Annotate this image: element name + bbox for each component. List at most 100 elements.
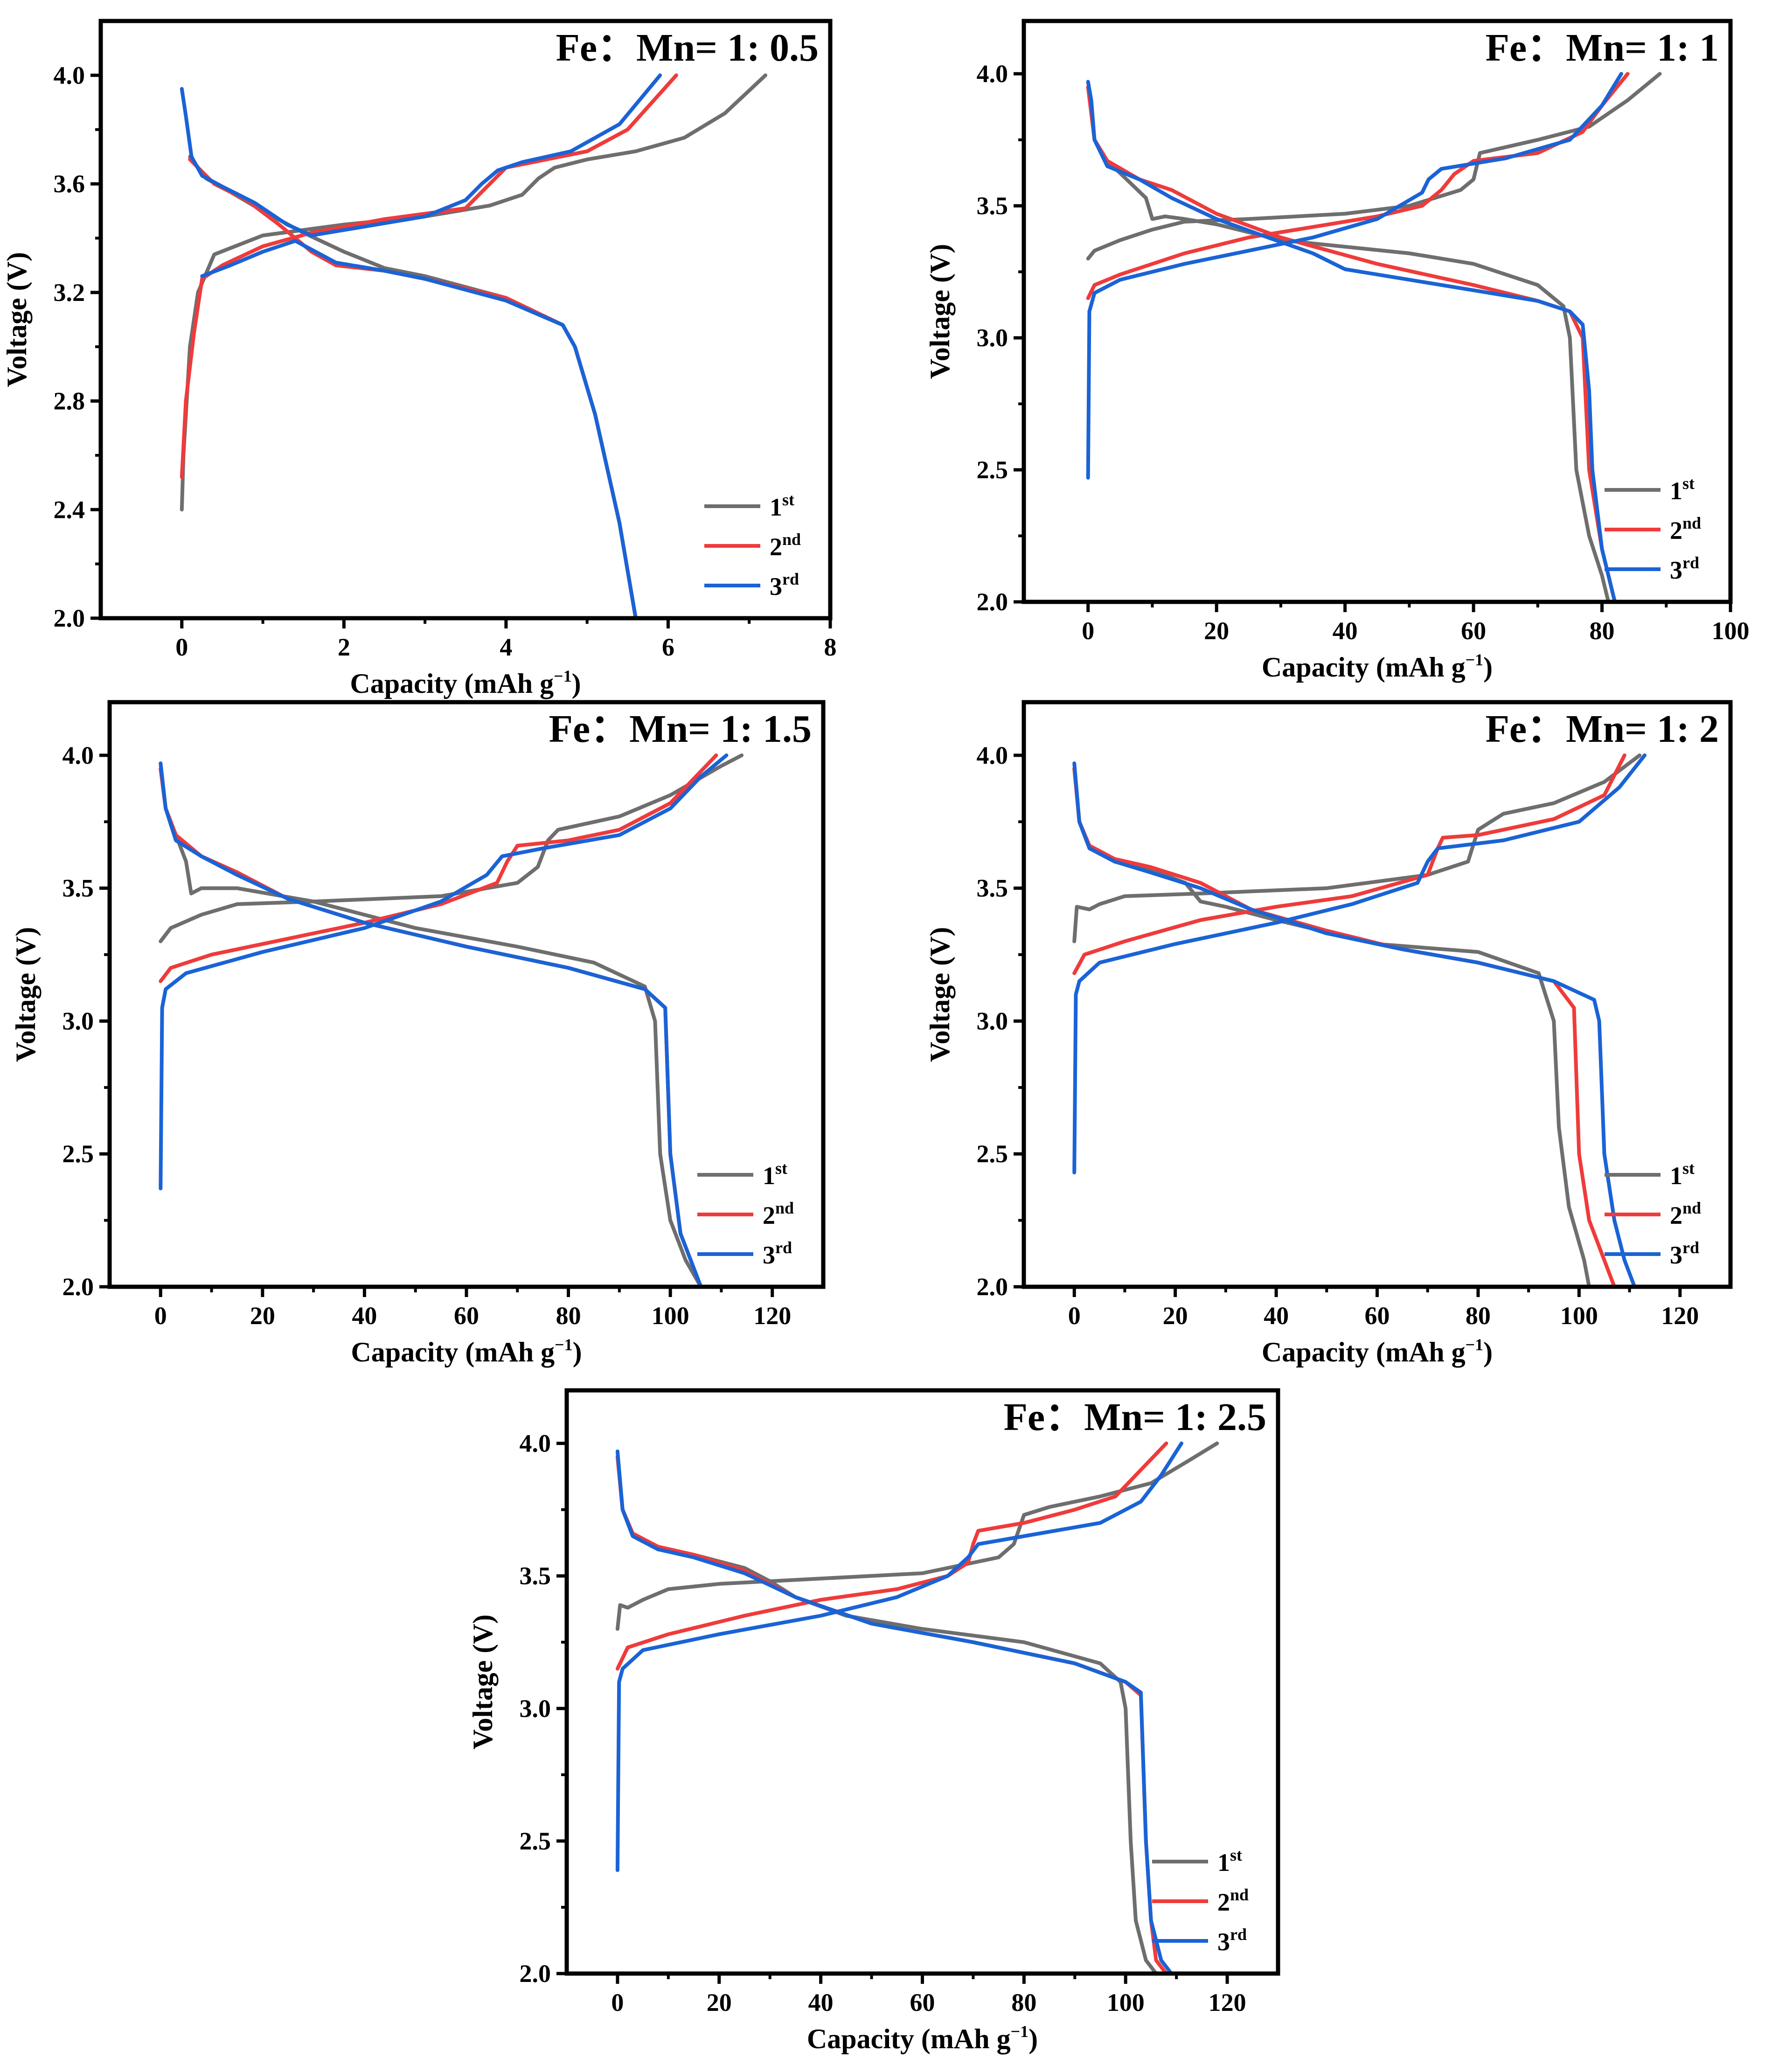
x-tick-label: 120 <box>1661 1302 1699 1330</box>
x-tick-label: 0 <box>1082 617 1094 645</box>
x-tick-label: 80 <box>1590 617 1615 645</box>
series-2nd-charge-line <box>1072 753 1626 975</box>
y-tick-label: 3.0 <box>977 1007 1008 1035</box>
y-tick-label: 3.5 <box>520 1562 551 1590</box>
y-tick-label: 2.0 <box>977 588 1008 616</box>
plot-frame <box>1021 700 1733 1289</box>
legend-label-1: 1st <box>1670 474 1695 505</box>
y-tick-label: 3.0 <box>520 1695 551 1723</box>
y-tick-label: 2.8 <box>54 387 85 415</box>
x-tick-label: 20 <box>250 1302 275 1330</box>
chart-panel-5: 0 20 40 60 80 100 120 2.0 2.5 3.0 3.5 4.0 Fe：Mn= 1: … <box>467 1388 1280 2054</box>
x-tick-label: 20 <box>707 1988 732 2016</box>
legend-label-2: 2nd <box>1670 1199 1701 1229</box>
series-3rd-discharge-line <box>200 239 638 620</box>
y-tick-label: 4.0 <box>54 61 85 89</box>
series-3rd-discharge-line <box>615 1441 1183 1872</box>
y-axis-label: Voltage (V) <box>1 252 32 387</box>
series-1st-discharge-line <box>159 767 703 1289</box>
x-axis-label: Capacity (mAh g−1) <box>1262 650 1493 683</box>
x-tick-label: 120 <box>1209 1988 1246 2016</box>
chart-panel-4: 0 20 40 60 80 100 120 2.0 2.5 3.0 3.5 4.0 Fe：Mn= 1: … <box>924 700 1733 1367</box>
series-2nd-discharge-line <box>1072 767 1617 1289</box>
legend-label-3: 3rd <box>770 570 799 600</box>
x-axis-label: Capacity (mAh g−1) <box>350 667 581 699</box>
series-1st-charge-line <box>180 73 767 512</box>
series-1st-discharge-line <box>1086 85 1611 604</box>
chart-title: Fe：Mn= 1: 2.5 <box>1004 1395 1266 1439</box>
x-tick-label: 0 <box>154 1302 167 1330</box>
x-tick-label: 0 <box>175 633 188 661</box>
series-3rd-charge-line <box>1072 761 1637 1289</box>
plot-frame <box>107 700 826 1289</box>
series-3rd-discharge-line <box>159 753 729 1191</box>
x-tick-label: 100 <box>1107 1988 1145 2016</box>
legend-label-1: 1st <box>763 1159 787 1190</box>
y-tick-label: 2.0 <box>63 1273 94 1301</box>
x-axis-label: Capacity (mAh g−1) <box>1262 1335 1493 1367</box>
x-tick-label: 120 <box>753 1302 791 1330</box>
series-1st-charge-line <box>159 753 744 943</box>
x-tick-label: 40 <box>808 1988 834 2016</box>
x-tick-label: 2 <box>338 633 350 661</box>
series-1st-charge-line <box>1072 753 1642 943</box>
legend-label-3: 3rd <box>1670 553 1699 584</box>
y-tick-label: 2.5 <box>977 1140 1008 1168</box>
y-tick-label: 3.5 <box>977 192 1008 220</box>
plot-frame <box>564 1388 1280 1976</box>
y-axis-label: Voltage (V) <box>10 927 41 1062</box>
y-tick-label: 2.5 <box>63 1140 94 1168</box>
x-tick-label: 60 <box>910 1988 935 2016</box>
x-tick-label: 60 <box>1461 617 1486 645</box>
x-tick-label: 100 <box>652 1302 689 1330</box>
legend-label-2: 2nd <box>770 530 801 561</box>
x-tick-label: 6 <box>662 633 674 661</box>
x-tick-label: 80 <box>556 1302 581 1330</box>
x-tick-label: 100 <box>1560 1302 1598 1330</box>
y-tick-label: 4.0 <box>977 741 1008 769</box>
series-3rd-charge-line <box>1086 80 1617 604</box>
legend-label-3: 3rd <box>1670 1238 1699 1269</box>
series-3rd-charge-line <box>615 1449 1174 1975</box>
legend-label-2: 2nd <box>1670 514 1701 544</box>
x-tick-label: 60 <box>454 1302 479 1330</box>
series-1st-discharge-line <box>188 154 638 620</box>
y-tick-label: 3.5 <box>63 874 94 902</box>
y-tick-label: 2.4 <box>54 495 85 523</box>
series-2nd-discharge-line <box>615 1455 1168 1975</box>
chart-panel-1: 0 2 4 6 8 2.0 2.4 2.8 3.2 3.6 4.0 Fe：Mn= 1: 0.5 Capa… <box>1 19 837 699</box>
x-tick-label: 4 <box>500 633 512 661</box>
series-1st-charge-line <box>615 1441 1219 1631</box>
plot-frame <box>98 19 833 621</box>
chart-panel-2: 0 20 40 60 80 100 2.0 2.5 3.0 3.5 4.0 Fe：Mn= 1: 1 Ca… <box>924 19 1750 683</box>
series-2nd-charge-line <box>159 753 718 983</box>
x-tick-label: 40 <box>1333 617 1358 645</box>
series-2nd-charge-line <box>1086 72 1630 300</box>
x-tick-label: 0 <box>611 1988 624 2016</box>
y-tick-label: 2.0 <box>520 1960 551 1988</box>
legend-label-2: 2nd <box>1217 1885 1249 1916</box>
series-3rd-charge-line <box>159 761 703 1289</box>
series-3rd-charge-line <box>180 73 662 237</box>
series-1st-discharge-line <box>615 1455 1158 1975</box>
y-tick-label: 2.5 <box>520 1827 551 1855</box>
series-2nd-discharge-line <box>188 157 638 620</box>
y-tick-label: 3.2 <box>54 279 85 307</box>
series-1st-charge-line <box>1086 72 1662 261</box>
y-tick-label: 4.0 <box>520 1430 551 1458</box>
chart-title: Fe：Mn= 1: 2 <box>1486 707 1719 751</box>
legend-label-1: 1st <box>770 490 794 521</box>
legend-label-1: 1st <box>1217 1846 1242 1877</box>
legend-label-1: 1st <box>1670 1159 1695 1190</box>
x-tick-label: 60 <box>1365 1302 1390 1330</box>
series-2nd-charge-line <box>615 1441 1168 1671</box>
series-1st-discharge-line <box>1072 767 1591 1289</box>
x-tick-label: 20 <box>1163 1302 1188 1330</box>
y-axis-label: Voltage (V) <box>924 927 955 1062</box>
y-tick-label: 2.5 <box>977 456 1008 484</box>
x-tick-label: 40 <box>1264 1302 1289 1330</box>
plot-frame <box>1021 19 1733 604</box>
y-tick-label: 3.0 <box>63 1007 94 1035</box>
x-tick-label: 40 <box>352 1302 377 1330</box>
